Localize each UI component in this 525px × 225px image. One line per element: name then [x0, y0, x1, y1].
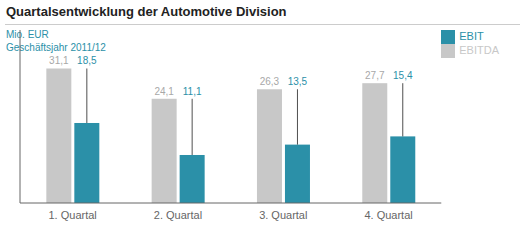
svg-text:2. Quartal: 2. Quartal: [154, 209, 202, 221]
svg-text:11,1: 11,1: [183, 86, 202, 97]
html-text:EBITDA: EBITDA: [459, 44, 499, 57]
html-text:EBIT: EBIT: [459, 30, 484, 42]
svg-text:31,1: 31,1: [49, 55, 69, 66]
svg-text:27,7: 27,7: [365, 70, 385, 81]
svg-text:1. Quartal: 1. Quartal: [49, 209, 97, 221]
svg-text:15,4: 15,4: [393, 70, 413, 81]
svg-text:18,5: 18,5: [77, 55, 97, 66]
svg-text:24,1: 24,1: [154, 86, 174, 97]
svg-text:4. Quartal: 4. Quartal: [364, 209, 412, 221]
svg-text:13,5: 13,5: [288, 76, 308, 87]
svg-text:3. Quartal: 3. Quartal: [259, 209, 307, 221]
html-text:Geschäftsjahr 2011/12: Geschäftsjahr 2011/12: [6, 42, 106, 53]
html-text:Mio. EUR: Mio. EUR: [6, 29, 49, 40]
svg-text:26,3: 26,3: [260, 76, 280, 87]
html-text:Quartalsentwicklung der Automo: Quartalsentwicklung der Automotive Divis…: [6, 4, 287, 19]
